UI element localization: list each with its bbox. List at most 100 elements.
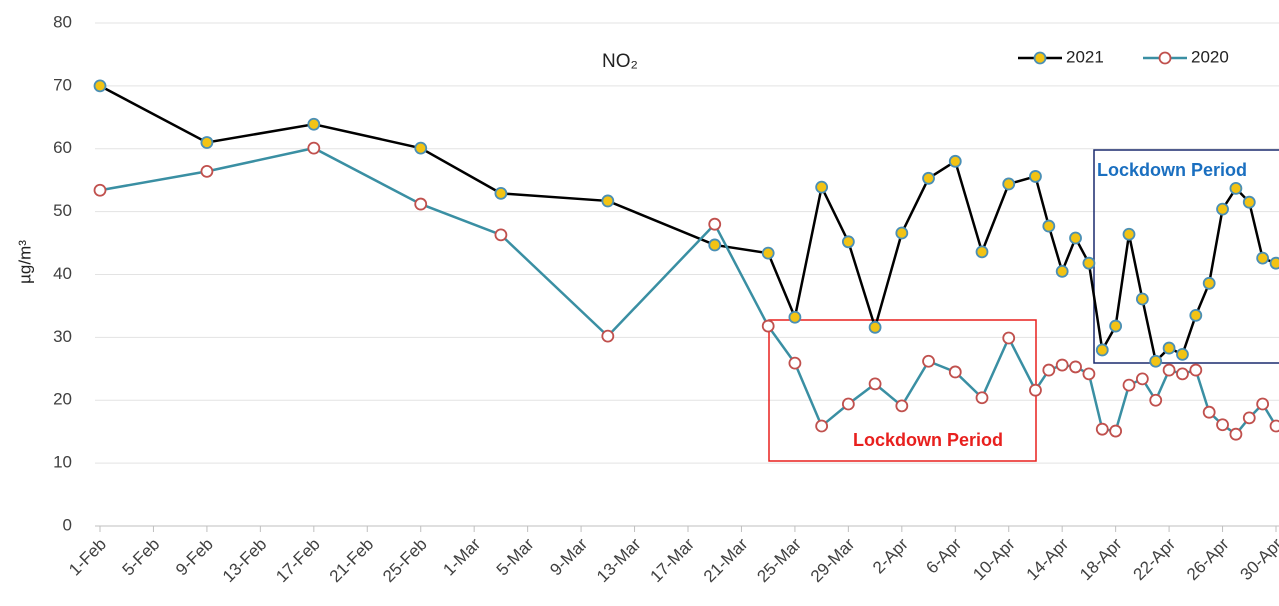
point — [1029, 383, 1042, 397]
y-tick-label: 10 — [53, 453, 72, 472]
point — [414, 197, 428, 211]
point — [1149, 393, 1163, 407]
point — [93, 79, 107, 93]
point — [1069, 231, 1082, 245]
legend-marker — [1158, 51, 1172, 65]
x-tick-label: 29-Mar — [807, 534, 859, 586]
legend-label: 2020 — [1191, 47, 1229, 66]
point — [788, 310, 802, 324]
point — [975, 391, 989, 405]
point — [200, 164, 214, 178]
point — [815, 419, 829, 433]
point — [1042, 363, 1056, 377]
x-tick-label: 9-Mar — [546, 534, 591, 579]
x-tick-label: 1-Feb — [65, 535, 110, 580]
x-tick-label: 14-Apr — [1023, 534, 1073, 584]
point — [1176, 347, 1189, 361]
legend-marker — [1033, 51, 1047, 65]
point — [1122, 227, 1136, 241]
x-tick-label: 17-Feb — [272, 535, 324, 587]
point — [895, 399, 909, 413]
y-tick-label: 40 — [53, 264, 72, 283]
y-axis-label: µg/m³ — [15, 240, 34, 284]
point — [895, 226, 909, 240]
point — [948, 154, 962, 168]
point — [868, 377, 882, 391]
point — [1055, 264, 1069, 278]
point — [815, 180, 829, 194]
x-tick-label: 30-Apr — [1236, 534, 1279, 584]
point — [307, 117, 321, 131]
point — [1176, 367, 1189, 381]
point — [1229, 427, 1243, 441]
annotation: Lockdown Period — [1097, 160, 1247, 180]
point — [1069, 360, 1082, 374]
point — [761, 246, 775, 260]
x-tick-label: 21-Mar — [700, 534, 752, 586]
point — [601, 329, 615, 343]
point — [1029, 170, 1042, 183]
point — [1256, 251, 1270, 265]
y-tick-label: 50 — [53, 201, 72, 220]
point — [1269, 256, 1279, 270]
chart-title: NO₂ — [602, 51, 638, 72]
point — [200, 136, 214, 149]
point — [948, 365, 962, 379]
point — [1189, 363, 1203, 377]
x-tick-label: 25-Mar — [753, 534, 805, 586]
point — [1122, 378, 1136, 392]
point — [414, 141, 428, 155]
point — [761, 319, 775, 333]
x-tick-label: 17-Mar — [646, 534, 698, 586]
x-tick-label: 26-Apr — [1183, 534, 1233, 584]
point — [1216, 418, 1229, 432]
point — [1202, 405, 1216, 419]
point — [1189, 308, 1203, 322]
point — [93, 183, 107, 197]
x-tick-label: 10-Apr — [969, 534, 1019, 584]
x-tick-label: 25-Feb — [379, 535, 431, 587]
point — [1269, 419, 1279, 433]
point — [1095, 343, 1109, 357]
x-tick-label: 13-Feb — [219, 535, 271, 587]
point — [841, 235, 855, 249]
series-line — [99, 84, 1277, 364]
x-tick-label: 6-Apr — [922, 534, 965, 577]
point — [1256, 397, 1270, 411]
point — [1202, 276, 1216, 290]
point — [841, 397, 855, 411]
point — [922, 354, 935, 368]
point — [1135, 292, 1149, 306]
point — [1109, 319, 1123, 333]
point — [1242, 195, 1256, 209]
point — [1002, 331, 1016, 345]
point — [788, 356, 802, 370]
point — [1135, 372, 1149, 386]
point — [1109, 424, 1123, 438]
point — [1095, 422, 1109, 436]
y-tick-label: 30 — [53, 327, 72, 346]
point — [1002, 177, 1016, 191]
point — [494, 228, 508, 242]
point — [1162, 363, 1176, 377]
point — [868, 320, 882, 334]
point — [1149, 354, 1163, 368]
point — [307, 141, 321, 155]
x-tick-label: 21-Feb — [326, 535, 378, 587]
point — [1162, 341, 1176, 355]
y-tick-label: 80 — [53, 12, 72, 31]
y-tick-label: 20 — [53, 390, 72, 409]
point — [922, 171, 935, 185]
point — [1082, 256, 1096, 270]
point — [708, 217, 722, 231]
y-tick-label: 0 — [63, 515, 72, 534]
point — [1216, 202, 1229, 216]
point — [1055, 358, 1069, 372]
x-tick-label: 1-Mar — [439, 534, 484, 579]
point — [708, 238, 722, 252]
point — [1042, 219, 1056, 233]
lockdown-box-2021 — [1093, 149, 1279, 364]
y-tick-label: 70 — [53, 75, 72, 94]
